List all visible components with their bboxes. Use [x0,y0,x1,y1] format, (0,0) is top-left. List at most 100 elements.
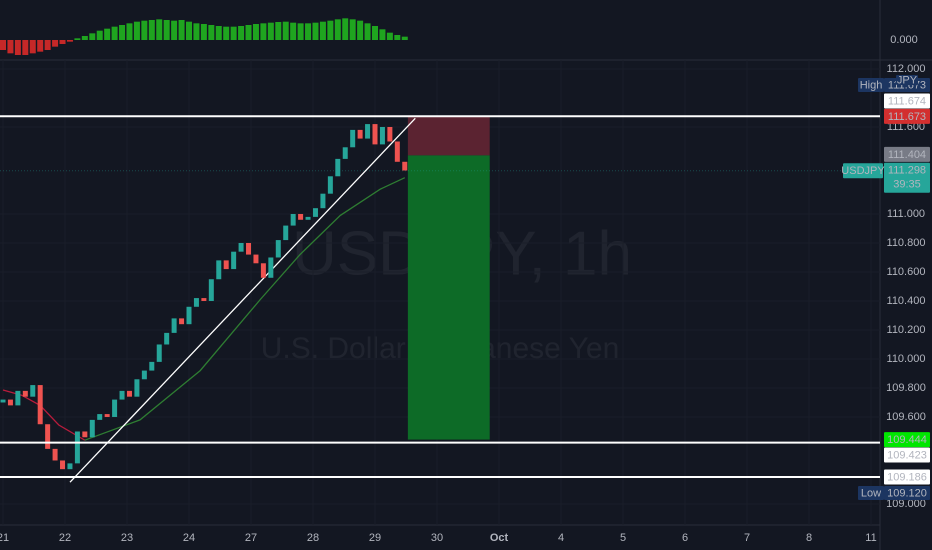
low-value: 109.120 [887,487,927,499]
indicator-bar [342,18,349,40]
indicator-bar [238,26,245,40]
candle-body [208,279,214,301]
target-zone [407,155,490,440]
candle-body [394,141,400,162]
indicator-bar [312,22,319,40]
candle-body [186,306,192,325]
indicator-bar [200,24,207,40]
indicator-bar [59,40,66,44]
indicator-bar [7,40,14,54]
indicator-bar [178,20,185,40]
x-tick-label: 8 [806,532,812,544]
high-tag-box [858,78,884,92]
indicator-bar [52,40,59,47]
candle-body [350,129,356,148]
candle-body [112,399,118,417]
stop-label: 111.673 [888,111,926,123]
candle-body [156,344,162,362]
candle-body [342,147,348,159]
candle-body [275,240,281,258]
y-tick-label: 110.000 [887,353,926,365]
candle-body [7,399,13,406]
candle-body [216,260,222,280]
x-tick-label: 4 [558,532,564,544]
y-tick-label: 109.600 [886,411,926,423]
candle-body [22,390,28,397]
indicator-bar [297,23,304,40]
currency-box [896,75,918,85]
candle-body [97,414,103,420]
indicator-bar [119,25,126,40]
indicator-bar [171,20,178,40]
indicator-bar [141,20,148,40]
indicator-bar [319,21,326,40]
indicator-bar [349,19,356,40]
candle-body [283,225,289,241]
indicator-bar [163,20,170,40]
overlay-line [69,117,416,483]
candle-body [149,361,155,371]
candle-body [30,385,36,397]
indicator-bar [245,25,252,40]
candle-body [126,390,132,397]
indicator-bar [22,40,29,55]
candle-body [327,176,333,194]
y-tick-label: 109.800 [886,382,926,394]
indicator-bar [193,23,200,40]
low-tag: Low [861,487,881,499]
indicator-bar [267,22,274,40]
y-tick-label: 110.600 [887,266,926,278]
candle-body [164,332,170,345]
candle-body [201,298,207,301]
overlay-line [84,177,406,441]
candle-body [45,424,51,449]
y-tick-label: 110.800 [887,237,926,249]
high-tag: High [860,79,883,91]
low-tag-box [858,486,884,500]
x-tick-label: 28 [307,532,319,544]
indicator-bar [14,40,21,55]
candle-body [0,399,6,403]
candle-body [402,161,408,171]
candle-body [67,463,73,470]
candle-body [171,318,177,333]
level-label-box [884,469,930,485]
countdown: 39:35 [893,179,921,191]
level-label: 111.674 [888,95,926,107]
indicator-bar [364,23,371,40]
stop-label-box [884,108,930,124]
x-tick-label: 11 [865,532,876,544]
candle-body [238,242,244,252]
indicator-bar [275,22,282,40]
x-tick-label: 22 [59,532,71,544]
y-tick-label: 109.000 [886,498,926,510]
indicator-bar [357,20,364,40]
indicator-bar [104,28,111,40]
candle-body [179,318,185,325]
candle-body [387,126,393,142]
candle-body [320,193,326,209]
indicator-bar [126,23,133,40]
low-value-box [884,486,930,500]
indicator-bar [379,29,386,40]
entry-label-box [884,146,930,162]
indicator-bar [372,26,378,40]
indicator-bar [66,40,73,42]
x-tick-label: 23 [121,532,133,544]
candle-body [52,448,58,461]
candle-body [193,298,199,307]
candle-body [89,419,95,438]
target-label: 109.444 [887,434,927,446]
indicator-bar [186,21,192,40]
candle-body [223,260,229,270]
level-label-box [884,93,930,109]
indicator-bar [74,38,81,40]
candle-body [119,390,125,400]
indicator-bar [401,36,408,40]
candle-body [253,254,259,264]
candle-body [298,213,304,220]
candle-body [357,129,363,139]
candle-body [312,208,318,217]
indicator-bar [156,19,163,40]
